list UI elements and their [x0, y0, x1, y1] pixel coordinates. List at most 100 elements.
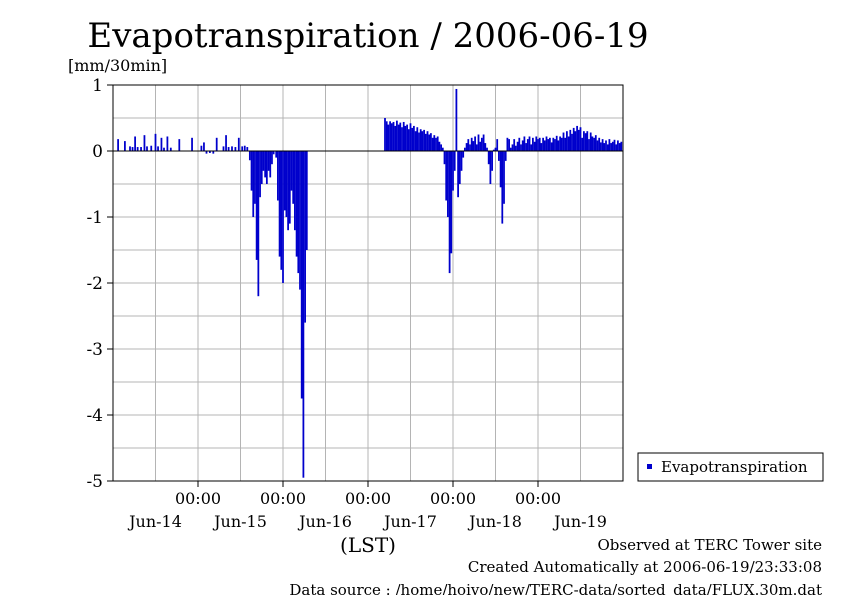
data-bar — [589, 132, 592, 151]
created-at-text: Created Automatically at 2006-06-19/23:3… — [468, 558, 822, 576]
data-bar — [447, 151, 449, 217]
data-bar — [491, 151, 493, 171]
data-bar — [486, 147, 488, 151]
data-bar — [441, 147, 444, 151]
data-bar — [124, 141, 126, 151]
data-bar — [411, 127, 414, 151]
data-bar — [499, 151, 502, 188]
data-bar — [295, 151, 298, 257]
data-bar — [576, 125, 578, 151]
data-bar — [467, 139, 470, 151]
data-bar — [571, 133, 573, 151]
x-day-label: Jun-14 — [127, 512, 182, 531]
data-bar — [282, 151, 284, 283]
data-bar — [407, 129, 410, 151]
data-bar — [610, 143, 612, 151]
data-bar — [160, 137, 163, 151]
y-tick-label: 0 — [92, 142, 103, 162]
data-bar — [581, 137, 584, 151]
data-bar — [277, 151, 279, 201]
data-bar — [598, 137, 601, 151]
data-bar — [426, 131, 429, 151]
data-bar — [385, 121, 388, 151]
data-bar — [501, 151, 504, 224]
data-bar — [234, 147, 237, 151]
data-bar — [264, 151, 267, 178]
observed-at-text: Observed at TERC Tower site — [597, 536, 822, 554]
data-bar — [280, 151, 283, 270]
data-bar — [574, 131, 577, 151]
data-bar — [458, 151, 461, 184]
data-bar — [143, 135, 146, 151]
data-bar — [562, 132, 565, 151]
data-bar — [533, 141, 536, 151]
data-bar — [418, 132, 420, 151]
x-time-label: 00:00 — [515, 489, 561, 508]
legend-label: Evapotranspiration — [661, 458, 808, 476]
y-axis-unit-label: [mm/30min] — [68, 56, 167, 75]
data-bar — [530, 144, 533, 151]
data-bar — [146, 146, 148, 151]
data-bar — [601, 139, 604, 151]
data-bar — [509, 147, 512, 151]
data-bar — [260, 151, 263, 184]
data-bar — [555, 135, 558, 151]
data-bar — [487, 151, 490, 165]
x-day-label: Jun-16 — [297, 512, 352, 531]
x-day-label: Jun-18 — [467, 512, 522, 531]
data-bar — [535, 136, 538, 151]
data-bar — [445, 151, 448, 201]
data-source-text: Data source : /home/hoivo/new/TERC-data/… — [289, 581, 822, 595]
data-bar — [241, 146, 244, 151]
data-bar — [452, 151, 454, 191]
data-bar — [419, 129, 422, 151]
data-bar — [481, 137, 483, 151]
data-bar — [304, 151, 306, 323]
data-bar — [549, 137, 551, 151]
data-bar — [465, 143, 468, 151]
data-bar — [292, 151, 295, 204]
data-bar — [389, 121, 391, 151]
data-bar — [515, 145, 517, 151]
x-day-label: Jun-19 — [552, 512, 607, 531]
data-bar — [464, 147, 466, 151]
data-bar — [569, 129, 572, 151]
data-bar — [450, 151, 453, 254]
data-bar — [557, 140, 560, 151]
data-bar — [271, 151, 273, 165]
y-tick-label: -4 — [86, 406, 103, 426]
y-tick-label: -3 — [86, 340, 103, 360]
data-bar — [588, 139, 590, 151]
data-bar — [300, 151, 303, 399]
data-bar — [255, 151, 258, 260]
data-bar — [550, 142, 553, 151]
data-bar — [443, 151, 446, 165]
data-bar — [305, 151, 308, 250]
data-bar — [129, 146, 131, 151]
data-bar — [259, 151, 261, 198]
data-bar — [150, 145, 153, 151]
x-axis-label: (LST) — [340, 533, 396, 557]
data-bar — [275, 151, 278, 158]
data-bar — [542, 137, 544, 151]
data-bar — [272, 151, 275, 155]
data-bars — [117, 88, 623, 478]
data-bar — [462, 151, 465, 158]
data-bar — [404, 125, 407, 151]
data-bar — [617, 140, 619, 151]
data-bar — [554, 139, 556, 151]
data-bar — [469, 144, 471, 151]
data-bar — [154, 133, 157, 151]
data-bar — [583, 131, 585, 151]
data-bar — [262, 151, 265, 171]
data-bar — [163, 147, 165, 151]
data-bar — [482, 134, 485, 151]
data-bar — [477, 134, 480, 151]
data-bar — [299, 151, 301, 290]
data-bar — [479, 141, 482, 151]
data-bar — [250, 151, 253, 191]
data-bar — [496, 139, 499, 151]
data-bar — [390, 123, 393, 151]
data-bar — [584, 133, 587, 151]
